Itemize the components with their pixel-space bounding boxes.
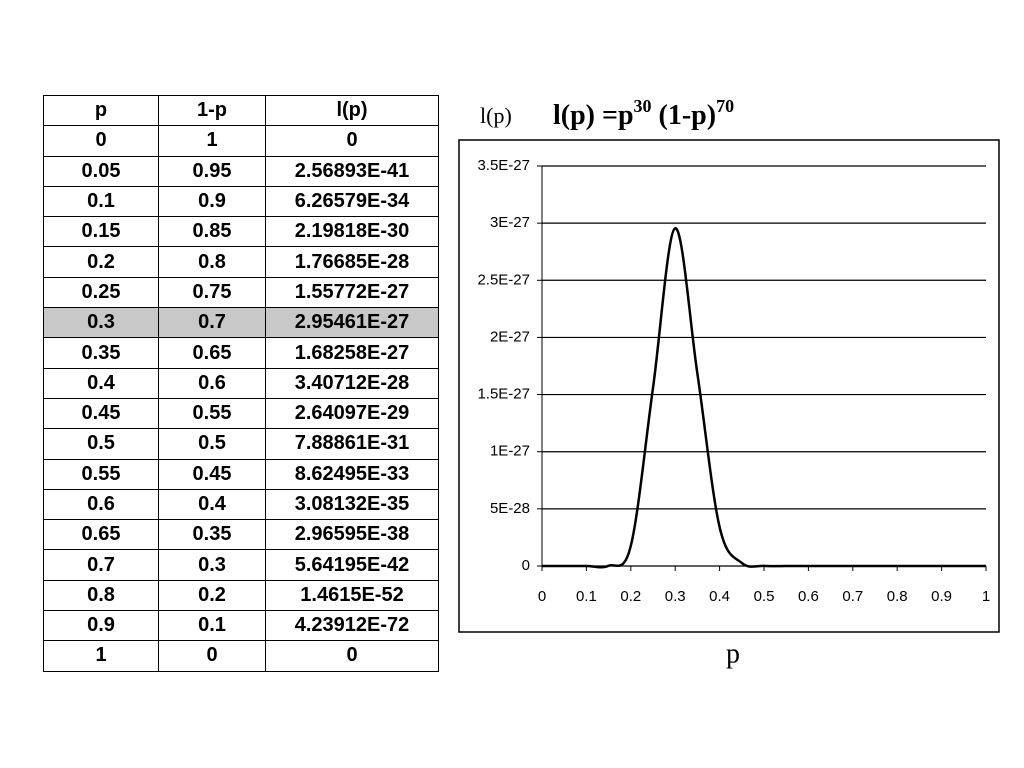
table-row: 0.45 0.55 2.64097E-29 xyxy=(43,397,439,430)
table-cell: 0.05 xyxy=(43,155,159,187)
table-cell: 1-p xyxy=(158,94,266,127)
x-axis-label: p xyxy=(726,638,740,669)
table-cell: 1.55772E-27 xyxy=(265,276,439,309)
header-row: p 1-p l(p) xyxy=(43,94,439,127)
x-tick-label: 0.5 xyxy=(754,588,775,605)
table-cell: 0.6 xyxy=(43,488,159,521)
table-cell: 3.40712E-28 xyxy=(265,367,439,399)
y-axis-label: l(p) xyxy=(480,103,512,128)
title-part: 70 xyxy=(716,96,734,116)
x-tick-label: 0.9 xyxy=(931,588,952,605)
table-row: 0.55 0.45 8.62495E-33 xyxy=(43,458,439,490)
table-cell: 1.68258E-27 xyxy=(265,337,439,369)
table-row: 0.4 0.6 3.40712E-28 xyxy=(43,367,439,399)
table-cell: 1 xyxy=(43,640,159,672)
chart-frame xyxy=(458,139,1000,633)
table-cell: 5.64195E-42 xyxy=(265,549,439,581)
table-cell: 1 xyxy=(158,125,266,157)
table-row: 0.1 0.9 6.26579E-34 xyxy=(43,185,439,218)
y-tick-label: 3E-27 xyxy=(490,214,530,231)
table-cell: 0 xyxy=(43,125,159,157)
y-tick-label: 2.5E-27 xyxy=(477,271,530,288)
table-cell: 0.2 xyxy=(43,246,159,278)
table-cell: 0.5 xyxy=(158,428,266,460)
table-cell: 0.8 xyxy=(158,246,266,278)
table-cell: 0.9 xyxy=(43,610,159,642)
y-tick-label: 5E-28 xyxy=(490,500,530,517)
x-tick-label: 0.2 xyxy=(620,588,641,605)
table-cell: 0.4 xyxy=(158,488,266,521)
table-cell: 0.55 xyxy=(43,458,159,490)
table-cell: 8.62495E-33 xyxy=(265,458,439,490)
table-cell: 0 xyxy=(265,125,439,157)
table-cell: 0.2 xyxy=(158,579,266,612)
data-line xyxy=(541,227,986,569)
table-cell: 6.26579E-34 xyxy=(265,185,439,218)
x-tick-label: 0.6 xyxy=(798,588,819,605)
table-cell: 1.4615E-52 xyxy=(265,579,439,612)
table-cell: 0.15 xyxy=(43,216,159,248)
table-cell: 0 xyxy=(265,640,439,672)
x-tick-label: 0 xyxy=(538,588,546,605)
table-row: 0.15 0.85 2.19818E-30 xyxy=(43,216,439,248)
table-row: 0.8 0.2 1.4615E-52 xyxy=(43,579,439,612)
x-tick-label: 1 xyxy=(982,588,990,605)
table-row: 0.25 0.75 1.55772E-27 xyxy=(43,276,439,309)
table-cell: 0.35 xyxy=(158,519,266,551)
y-tick-label: 0 xyxy=(522,557,530,574)
chart-title: l(p) =p30 (1-p)70 xyxy=(553,96,734,131)
table-row: 0.35 0.65 1.68258E-27 xyxy=(43,337,439,369)
y-tick-label: 1.5E-27 xyxy=(477,386,530,403)
title-part: l(p) =p xyxy=(553,100,634,131)
table-cell: 2.19818E-30 xyxy=(265,216,439,248)
x-tick-label: 0.4 xyxy=(709,588,730,605)
table-cell: 0.25 xyxy=(43,276,159,309)
x-tick-label: 0.3 xyxy=(665,588,686,605)
table-cell: 2.64097E-29 xyxy=(265,397,439,430)
x-tick-label: 0.1 xyxy=(576,588,597,605)
table-cell: 7.88861E-31 xyxy=(265,428,439,460)
y-tick-label: 3.5E-27 xyxy=(477,157,530,174)
table-cell: 0.65 xyxy=(158,337,266,369)
table-cell: 0.45 xyxy=(43,397,159,430)
table-cell: 0 xyxy=(158,640,266,672)
table-cell: 1.76685E-28 xyxy=(265,246,439,278)
title-part: (1-p) xyxy=(652,100,717,131)
table-cell: 0.6 xyxy=(158,367,266,399)
y-tick-label: 2E-27 xyxy=(490,328,530,345)
table-cell: 0.3 xyxy=(43,307,159,339)
x-tick-label: 0.7 xyxy=(842,588,863,605)
y-tick-label: 1E-27 xyxy=(490,443,530,460)
table-cell: 2.96595E-38 xyxy=(265,519,439,551)
data-table: p 1-p l(p) 0 1 0 0.05 0.95 2.56893E-41 0.1 0.9 6.26… xyxy=(43,94,439,672)
table-cell: p xyxy=(43,94,159,127)
table-cell: 0.45 xyxy=(158,458,266,490)
table-row: 0.2 0.8 1.76685E-28 xyxy=(43,246,439,278)
table-cell: 0.3 xyxy=(158,549,266,581)
table-cell: 0.65 xyxy=(43,519,159,551)
table-row: 0.65 0.35 2.96595E-38 xyxy=(43,519,439,551)
table-cell: 4.23912E-72 xyxy=(265,610,439,642)
table-cell: 0.9 xyxy=(158,185,266,218)
table-row: 0.9 0.1 4.23912E-72 xyxy=(43,610,439,642)
title-part: 30 xyxy=(634,96,652,116)
x-tick-label: 0.8 xyxy=(887,588,908,605)
table-row: 0.5 0.5 7.88861E-31 xyxy=(43,428,439,460)
